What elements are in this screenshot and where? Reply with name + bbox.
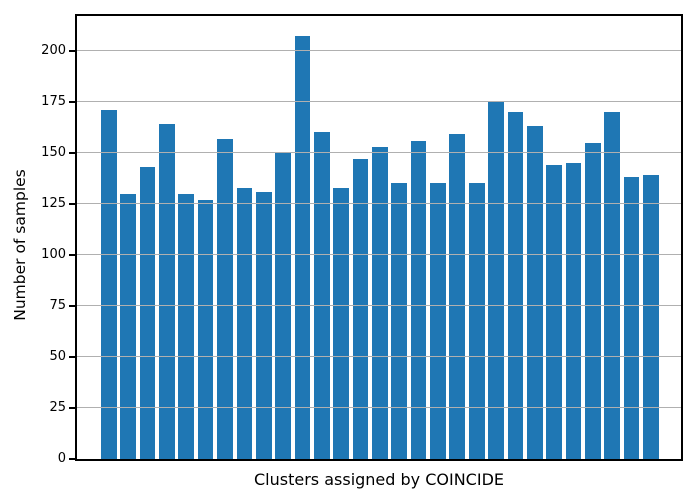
- bar: [391, 183, 408, 459]
- bar: [372, 146, 388, 459]
- y-tick-label: 175: [41, 93, 66, 109]
- bar: [275, 152, 291, 459]
- y-tick-mark: [69, 458, 75, 460]
- y-tick-mark: [69, 304, 75, 307]
- bar: [507, 111, 524, 459]
- bar: [449, 134, 466, 459]
- bar: [546, 165, 562, 459]
- bar: [197, 199, 214, 459]
- bar: [313, 132, 330, 459]
- bar: [468, 183, 485, 459]
- y-tick-label: 75: [49, 297, 66, 313]
- y-tick-mark: [69, 49, 75, 52]
- bar: [159, 124, 175, 459]
- gridline: [77, 406, 681, 408]
- bar: [526, 126, 543, 459]
- y-tick-label: 200: [41, 42, 66, 58]
- y-tick-mark: [69, 253, 75, 256]
- bar: [178, 193, 195, 459]
- y-tick-mark: [69, 100, 75, 103]
- bar: [565, 163, 582, 459]
- bar: [410, 140, 427, 459]
- y-tick-mark: [69, 407, 75, 409]
- gridline: [77, 304, 681, 306]
- gridline: [77, 100, 681, 102]
- bar: [643, 175, 659, 459]
- bars-container: [77, 16, 681, 459]
- y-tick-mark: [69, 202, 75, 205]
- bar: [584, 142, 601, 459]
- y-tick-label: 25: [49, 400, 66, 415]
- y-tick-label: 0: [57, 451, 66, 466]
- bar: [139, 167, 156, 459]
- bar: [333, 187, 349, 459]
- bar: [430, 183, 446, 459]
- bar: [604, 111, 621, 459]
- bar: [255, 191, 272, 459]
- gridline: [77, 253, 681, 255]
- y-tick-label: 50: [49, 348, 66, 364]
- y-tick-label: 100: [41, 246, 66, 262]
- bar: [120, 193, 137, 459]
- bar: [294, 36, 311, 459]
- x-axis-label: Clusters assigned by COINCIDE: [254, 470, 504, 489]
- y-tick-mark: [69, 355, 75, 358]
- gridline: [77, 151, 681, 153]
- bar: [217, 138, 233, 459]
- bar: [101, 109, 117, 459]
- bar: [236, 187, 253, 459]
- bar: [352, 158, 369, 459]
- plot-area: [75, 14, 683, 461]
- gridline: [77, 202, 681, 204]
- y-tick-label: 150: [41, 144, 66, 160]
- bar: [623, 177, 640, 459]
- bar: [488, 101, 504, 459]
- gridline: [77, 49, 681, 51]
- y-tick-label: 125: [41, 195, 66, 211]
- gridline: [77, 355, 681, 357]
- y-tick-mark: [69, 151, 75, 154]
